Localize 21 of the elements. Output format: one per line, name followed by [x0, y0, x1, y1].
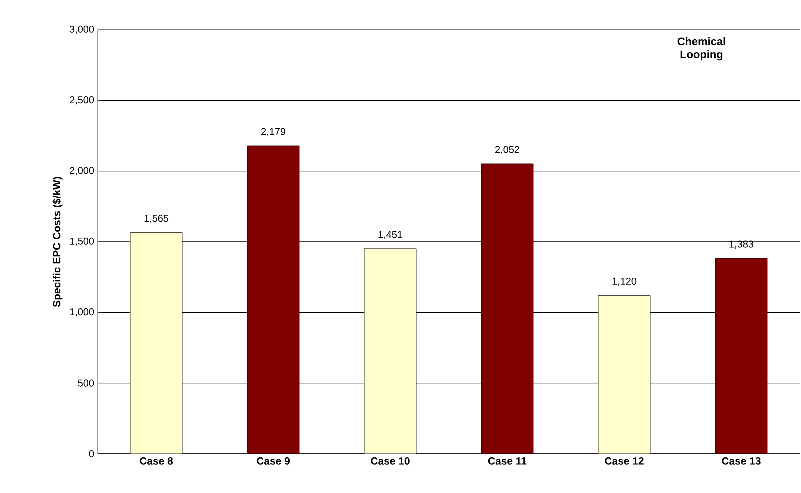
data-label: 2,052	[496, 146, 520, 154]
data-label: 2,179	[262, 128, 286, 137]
x-tick-label: Case 8	[140, 458, 174, 465]
y-tick-label: 0	[89, 450, 94, 458]
y-tick-label: 2,000	[70, 167, 94, 176]
data-label: 1,451	[378, 231, 402, 240]
annotation: Chemical Looping	[678, 37, 726, 61]
y-tick-label: 1,500	[70, 238, 94, 246]
data-label: 1,565	[144, 215, 169, 224]
y-tick-label: 500	[78, 380, 94, 387]
y-tick-label: 2,500	[70, 96, 94, 105]
x-tick-label: Case 9	[257, 458, 290, 465]
x-tick-label: Case 10	[371, 458, 410, 465]
x-tick-label: Case 11	[488, 458, 527, 465]
x-tick-label: Case 12	[605, 458, 644, 465]
y-tick-label: 3,000	[70, 26, 94, 34]
data-label: 1,383	[730, 240, 754, 250]
x-tick-label: Case 13	[722, 458, 761, 465]
data-label: 1,120	[612, 278, 637, 286]
y-tick-label: 1,000	[70, 308, 94, 317]
y-axis-title: Specific EPC Costs ($/kW)	[52, 177, 63, 308]
